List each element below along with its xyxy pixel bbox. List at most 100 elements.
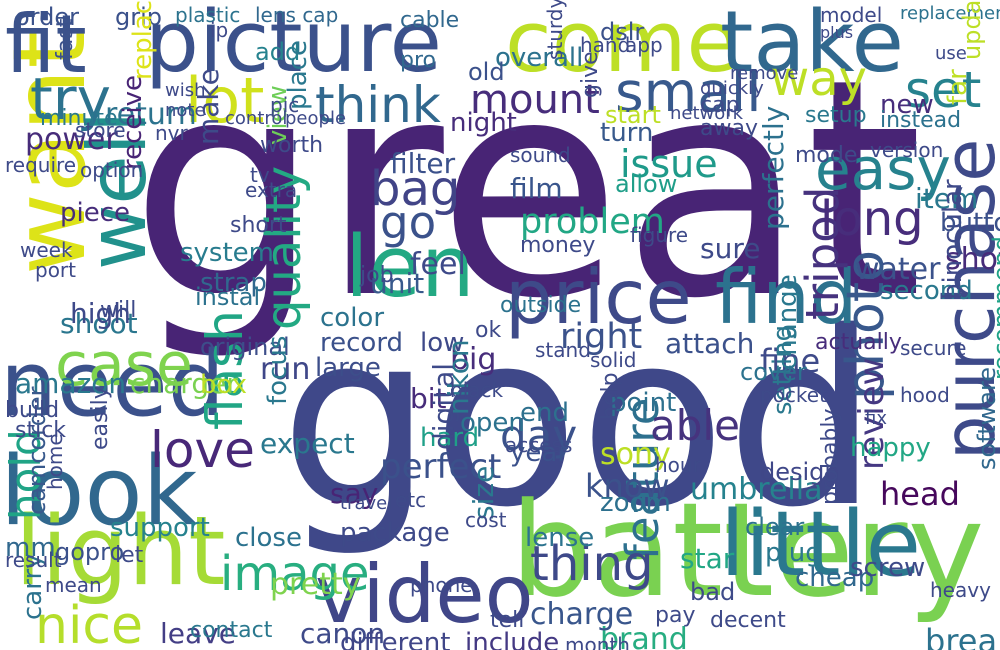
cloud-word-decent: decent <box>710 608 786 633</box>
cloud-word-version: version <box>870 138 944 162</box>
cloud-word-color: color <box>320 303 385 333</box>
cloud-word-head: head <box>880 475 960 513</box>
cloud-word-try: try <box>30 65 111 133</box>
cloud-word-wish: wish <box>165 80 206 101</box>
cloud-word-allow: allow <box>615 170 678 198</box>
cloud-word-star: star <box>680 542 735 575</box>
cloud-word-pay: pay <box>655 603 696 628</box>
cloud-word-image: image <box>220 546 370 602</box>
cloud-word-nvr: nvr <box>155 121 188 145</box>
cloud-word-len: len <box>345 218 475 317</box>
cloud-word-bad: bad <box>690 578 736 606</box>
cloud-word-secure: secure <box>900 336 967 360</box>
cloud-word-dslr: dslr <box>600 18 645 46</box>
cloud-word-plastic: plastic <box>175 3 241 27</box>
cloud-word-open: open <box>460 408 525 438</box>
cloud-word-easily: easily <box>88 386 113 450</box>
cloud-word-start: start <box>605 101 661 129</box>
cloud-word-will: will <box>100 298 137 323</box>
cloud-word-big: big <box>450 342 497 377</box>
cloud-word-feel: feel <box>410 247 466 282</box>
cloud-word-know: know <box>585 467 670 505</box>
cloud-word-change: change <box>773 274 803 370</box>
cloud-word-instead: instead <box>880 108 962 133</box>
cloud-word-money: money <box>520 233 596 258</box>
cloud-word-app: app <box>625 33 663 57</box>
cloud-word-shot: shot <box>945 242 1000 277</box>
cloud-word-close: close <box>235 523 302 553</box>
cloud-word-recommend: recommend <box>988 236 1000 380</box>
cloud-word-clear: clear <box>745 513 805 541</box>
cloud-word-button: button <box>940 208 1000 238</box>
cloud-word-instal: instal <box>195 283 261 311</box>
cloud-word-cover: cover <box>740 358 807 386</box>
cloud-word-love: love <box>150 421 255 479</box>
cloud-word-actually: actually <box>815 330 902 355</box>
cloud-word-hard: hard <box>420 423 480 453</box>
cloud-word-let: let <box>115 543 144 568</box>
cloud-word-large: large <box>315 353 381 383</box>
cloud-word-light: light <box>15 497 226 607</box>
cloud-word-pic: pic <box>270 93 300 117</box>
cloud-word-item: item <box>915 182 979 215</box>
cloud-word-price: price <box>505 253 692 341</box>
cloud-word-unit: unit <box>370 267 425 300</box>
cloud-word-new: new <box>880 90 934 120</box>
cloud-word-able: able <box>650 401 740 450</box>
cloud-word-software: software <box>973 366 1000 470</box>
cloud-word-perfectly: perfectly <box>757 105 790 230</box>
cloud-word-add: add <box>255 38 301 66</box>
cloud-word-perfect: perfect <box>380 447 502 487</box>
cloud-word-long: long <box>820 191 924 247</box>
cloud-word-design: design <box>760 458 840 486</box>
cloud-word-picture: picture <box>145 0 442 92</box>
cloud-word-support: support <box>110 513 210 543</box>
cloud-word-find: find <box>715 253 858 341</box>
cloud-word-low: low <box>420 328 465 358</box>
cloud-word-way: way <box>770 51 868 107</box>
cloud-word-remove: remove <box>730 63 799 84</box>
cloud-word-shoot: shoot <box>60 307 138 340</box>
cloud-word-good: good <box>280 280 879 560</box>
cloud-word-model: model <box>820 3 883 27</box>
cloud-word-store: store <box>75 118 126 142</box>
cloud-word-case: case <box>55 330 193 400</box>
cloud-word-fit: fit <box>5 0 87 91</box>
cloud-word-etc: etc <box>395 488 427 512</box>
cloud-word-result: result <box>5 548 62 572</box>
cloud-word-black: black <box>450 378 504 402</box>
cloud-word-little: little <box>720 492 921 597</box>
cloud-word-issue: issue <box>620 142 718 186</box>
cloud-word-travel: travel <box>340 493 393 514</box>
cloud-word-cost: cost <box>465 508 507 532</box>
cloud-word-lot: lot <box>185 64 265 137</box>
cloud-word-turn: turn <box>600 118 654 148</box>
cloud-word-help: help <box>598 372 623 420</box>
cloud-word-hand: hand <box>580 33 631 57</box>
cloud-word-take: take <box>720 0 904 92</box>
cloud-word-control: control <box>225 108 288 129</box>
cloud-word-go: go <box>380 196 437 249</box>
cloud-word-focus: focus <box>263 335 293 405</box>
cloud-word-minute: minute <box>40 106 118 131</box>
cloud-word-bit: bit <box>410 382 447 415</box>
cloud-word-expect: expect <box>260 427 355 460</box>
cloud-word-pro: pro <box>400 48 436 73</box>
cloud-word-pocket: pocket <box>760 383 827 407</box>
cloud-word-fix: fix <box>865 408 887 429</box>
cloud-word-tv: tv <box>250 163 270 187</box>
cloud-word-grip: grip <box>115 3 163 31</box>
cloud-word-video: video <box>315 548 534 641</box>
cloud-word-stick: stick <box>15 418 67 443</box>
cloud-word-say: say <box>330 477 379 510</box>
cloud-word-problem: problem <box>520 202 665 242</box>
cloud-word-box: box <box>200 370 247 400</box>
cloud-word-away: away <box>700 116 758 141</box>
cloud-word-think: think <box>315 76 441 134</box>
cloud-word-high: high <box>70 297 132 330</box>
cloud-word-stand: stand <box>535 338 591 362</box>
cloud-word-fast: fast <box>53 18 78 60</box>
cloud-word-port: port <box>35 258 76 282</box>
cloud-word-original: original <box>200 333 290 361</box>
